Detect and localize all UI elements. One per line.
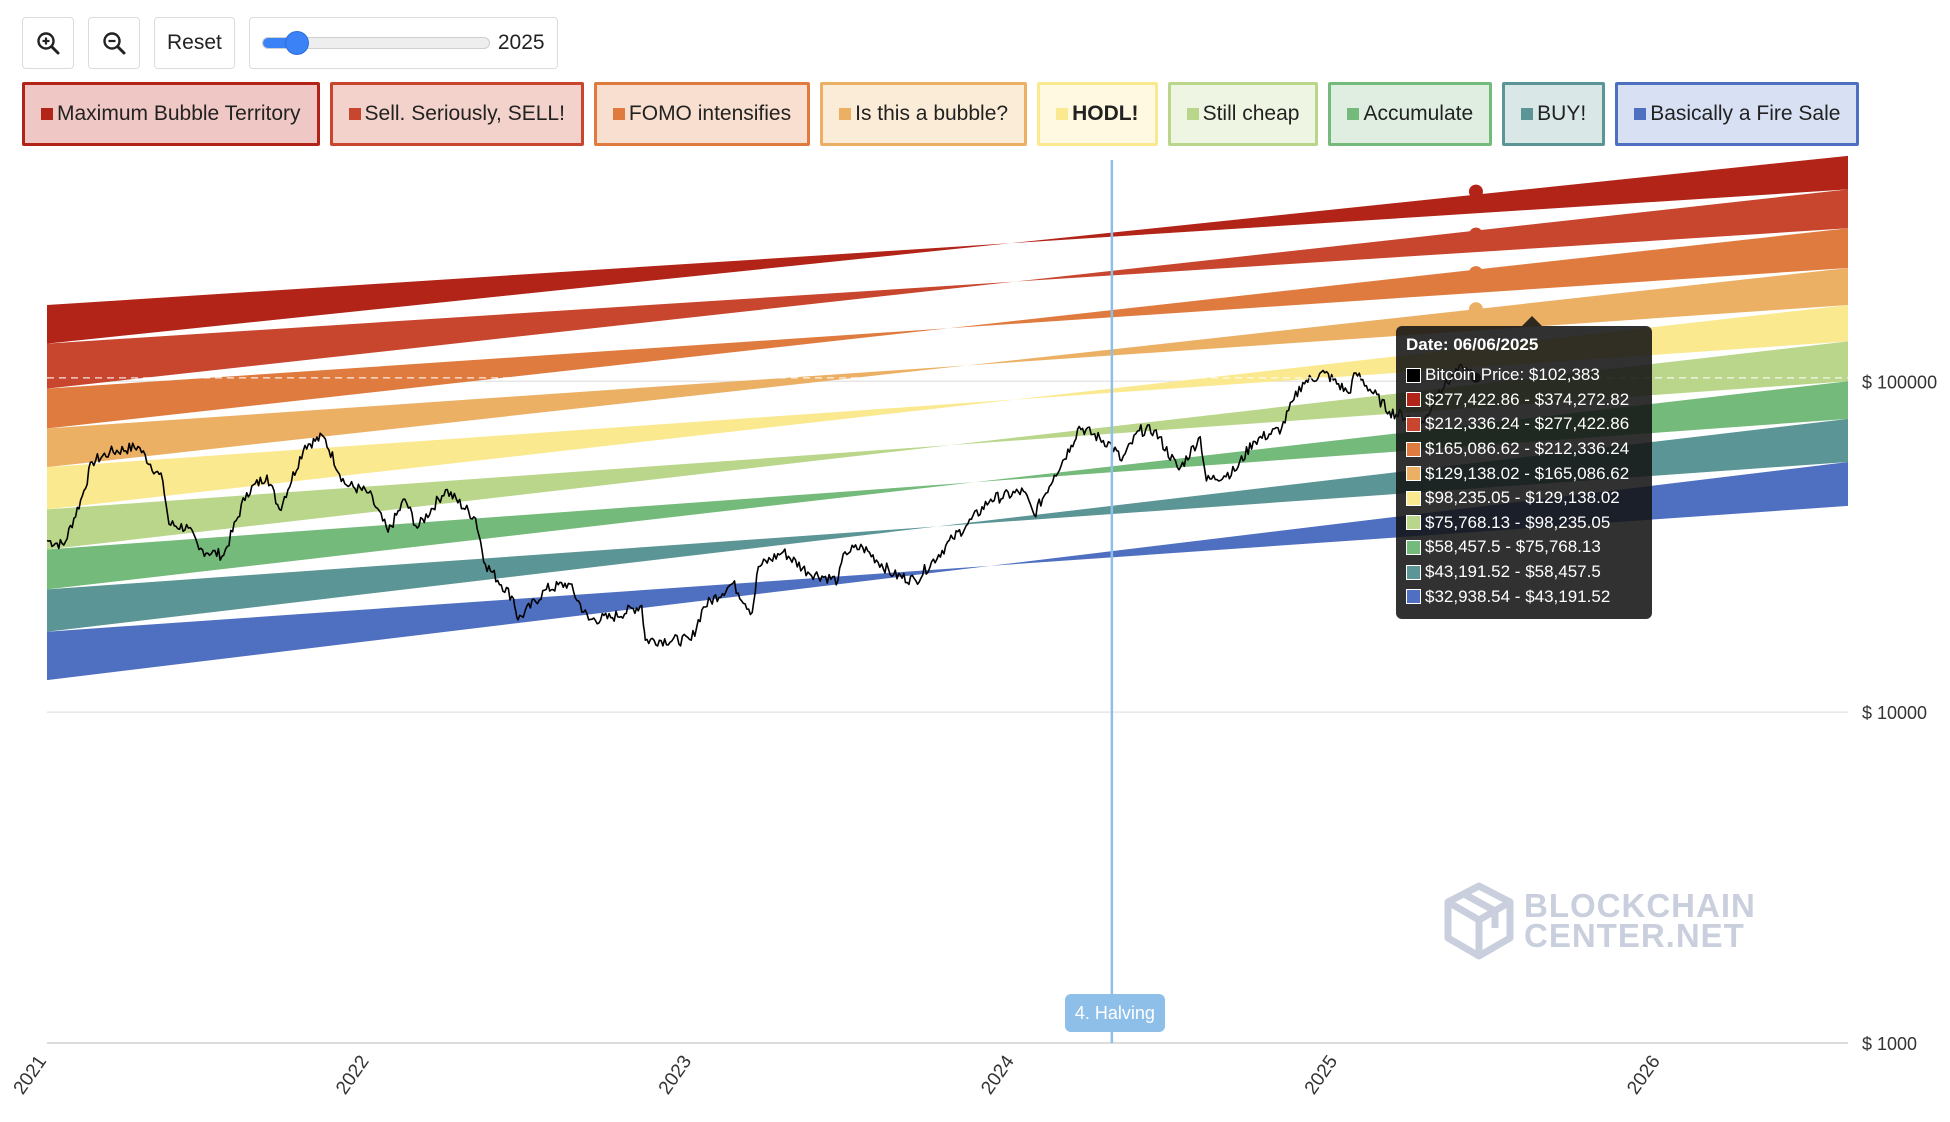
- legend-swatch: [612, 108, 625, 120]
- tooltip-band-range: $43,191.52 - $58,457.5: [1425, 562, 1601, 582]
- legend-item-4[interactable]: HODL!: [1037, 82, 1158, 146]
- legend-item-8[interactable]: Basically a Fire Sale: [1615, 82, 1860, 146]
- tooltip-band-row: $75,768.13 - $98,235.05: [1406, 511, 1643, 536]
- tooltip-price: Bitcoin Price: $102,383: [1425, 365, 1600, 385]
- legend-label: Sell. Seriously, SELL!: [364, 102, 565, 125]
- blockchain-cube-icon: [1444, 882, 1514, 960]
- tooltip-band-swatch: [1406, 515, 1421, 531]
- tooltip-band-row: $58,457.5 - $75,768.13: [1406, 535, 1643, 560]
- tooltip-band-range: $129,138.02 - $165,086.62: [1425, 463, 1630, 483]
- halving-label: 4. Halving: [1064, 994, 1165, 1032]
- legend-label: Is this a bubble?: [855, 102, 1009, 125]
- reset-button[interactable]: Reset: [154, 17, 235, 69]
- band-8: [47, 462, 1848, 681]
- watermark: BLOCKCHAIN CENTER.NET: [1440, 880, 1756, 962]
- hover-marker-3: [1468, 302, 1483, 317]
- tooltip-band-swatch: [1406, 564, 1421, 580]
- tooltip-price-row: Bitcoin Price: $102,383: [1406, 363, 1643, 388]
- tooltip-band-row: $165,086.62 - $212,336.24: [1406, 437, 1643, 462]
- band-1: [47, 189, 1848, 389]
- legend-item-5[interactable]: Still cheap: [1167, 82, 1319, 146]
- tooltip-band-row: $43,191.52 - $58,457.5: [1406, 560, 1643, 585]
- watermark-line1: BLOCKCHAIN: [1524, 887, 1756, 924]
- chart-toolbar: Reset 2025: [22, 17, 558, 69]
- tooltip-band-swatch: [1406, 416, 1421, 432]
- tooltip-band-swatch: [1406, 589, 1421, 605]
- year-slider-value: 2025: [497, 31, 545, 54]
- tooltip-band-rows: $277,422.86 - $374,272.82 $212,336.24 - $…: [1406, 388, 1643, 609]
- x-tick-label: 2025: [1301, 1052, 1342, 1099]
- legend-item-2[interactable]: FOMO intensifies: [593, 82, 811, 146]
- y-tick-label: $ 100000: [1862, 372, 1937, 392]
- tooltip-band-range: $75,768.13 - $98,235.05: [1425, 512, 1611, 532]
- tooltip-band-swatch: [1406, 441, 1421, 457]
- year-slider-fill: [262, 38, 297, 48]
- zoom-in-icon: [37, 32, 60, 55]
- watermark-text: BLOCKCHAIN CENTER.NET: [1524, 887, 1756, 954]
- band-legend: Maximum Bubble Territory Sell. Seriously,…: [22, 82, 1860, 146]
- y-tick-label: $ 1000: [1862, 1034, 1917, 1054]
- band-0: [47, 155, 1848, 344]
- tooltip-band-swatch: [1406, 466, 1421, 482]
- year-slider[interactable]: [261, 32, 490, 54]
- hover-marker-2: [1468, 266, 1483, 281]
- tooltip-band-row: $98,235.05 - $129,138.02: [1406, 486, 1643, 511]
- tooltip-band-row: $212,336.24 - $277,422.86: [1406, 412, 1643, 437]
- tooltip-band-range: $165,086.62 - $212,336.24: [1425, 439, 1630, 459]
- tooltip-band-swatch: [1406, 539, 1421, 555]
- tooltip-price-swatch: [1406, 367, 1421, 383]
- bitcoin-price-line: [46, 363, 1477, 647]
- band-3: [47, 267, 1848, 468]
- legend-item-3[interactable]: Is this a bubble?: [820, 82, 1028, 146]
- x-tick-label: 2026: [1623, 1052, 1664, 1099]
- legend-item-0[interactable]: Maximum Bubble Territory: [22, 82, 320, 146]
- tooltip-band-range: $277,422.86 - $374,272.82: [1425, 389, 1630, 409]
- year-slider-thumb[interactable]: [285, 32, 308, 54]
- tooltip-band-range: $58,457.5 - $75,768.13: [1425, 537, 1601, 557]
- legend-label: Basically a Fire Sale: [1650, 102, 1841, 125]
- legend-label: FOMO intensifies: [628, 102, 792, 125]
- legend-item-1[interactable]: Sell. Seriously, SELL!: [329, 82, 584, 146]
- legend-item-7[interactable]: BUY!: [1502, 82, 1606, 146]
- x-tick-label: 2021: [10, 1052, 51, 1099]
- legend-swatch: [1634, 108, 1647, 120]
- x-tick-label: 2022: [332, 1052, 373, 1099]
- legend-label: Accumulate: [1363, 102, 1474, 125]
- hover-marker-0: [1468, 184, 1483, 199]
- tooltip-band-swatch: [1406, 392, 1421, 408]
- watermark-line2: CENTER.NET: [1524, 917, 1745, 954]
- legend-swatch: [348, 108, 361, 120]
- x-tick-label: 2024: [977, 1051, 1019, 1098]
- legend-item-6[interactable]: Accumulate: [1328, 82, 1493, 146]
- legend-swatch: [1056, 108, 1069, 120]
- tooltip-band-range: $98,235.05 - $129,138.02: [1425, 488, 1620, 508]
- legend-label: Maximum Bubble Territory: [57, 102, 301, 125]
- legend-swatch: [41, 108, 53, 120]
- zoom-out-button[interactable]: [88, 17, 140, 69]
- tooltip-band-row: $32,938.54 - $43,191.52: [1406, 584, 1643, 609]
- tooltip-band-swatch: [1406, 490, 1421, 506]
- tooltip-date: Date: 06/06/2025: [1406, 335, 1539, 354]
- legend-swatch: [1186, 108, 1199, 120]
- tooltip-band-row: $129,138.02 - $165,086.62: [1406, 461, 1643, 486]
- legend-label: Still cheap: [1202, 102, 1300, 125]
- tooltip-band-range: $32,938.54 - $43,191.52: [1425, 586, 1611, 606]
- hover-marker-1: [1468, 227, 1483, 242]
- legend-swatch: [839, 108, 852, 120]
- legend-label: BUY!: [1537, 102, 1587, 125]
- legend-label: HODL!: [1072, 102, 1139, 125]
- tooltip-band-row: $277,422.86 - $374,272.82: [1406, 388, 1643, 413]
- year-slider-box: 2025: [248, 17, 558, 69]
- x-tick-label: 2023: [655, 1052, 696, 1099]
- legend-swatch: [1521, 108, 1534, 120]
- zoom-out-icon: [103, 32, 126, 55]
- legend-swatch: [1347, 108, 1360, 120]
- chart-tooltip: Date: 06/06/2025 Bitcoin Price: $102,383…: [1396, 316, 1652, 619]
- zoom-in-button[interactable]: [22, 17, 74, 69]
- y-tick-label: $ 10000: [1862, 703, 1927, 723]
- tooltip-band-range: $212,336.24 - $277,422.86: [1425, 414, 1630, 434]
